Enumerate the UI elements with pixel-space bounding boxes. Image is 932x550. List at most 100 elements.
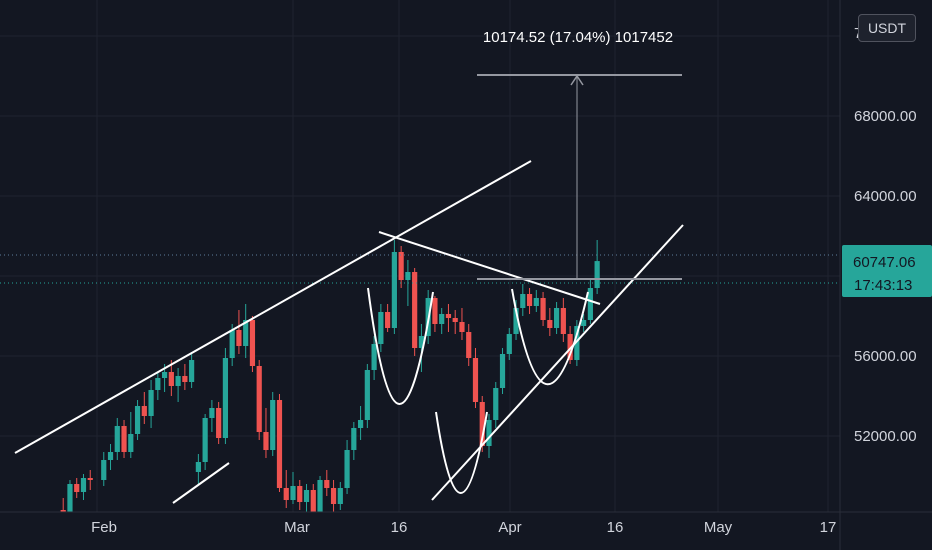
candle bbox=[553, 302, 560, 334]
candle bbox=[141, 392, 147, 424]
candle bbox=[209, 400, 215, 432]
candle-body bbox=[141, 406, 147, 416]
candle-body bbox=[303, 490, 310, 502]
candle bbox=[574, 320, 580, 366]
candle bbox=[148, 380, 154, 428]
candle-body bbox=[581, 320, 587, 326]
candle-body bbox=[587, 288, 593, 320]
candle-body bbox=[445, 314, 452, 318]
candle-body bbox=[371, 344, 377, 370]
candle bbox=[87, 470, 93, 490]
candle-body bbox=[195, 462, 201, 472]
time-tick-label: Apr bbox=[498, 519, 521, 536]
candle bbox=[263, 408, 269, 458]
candle-body bbox=[553, 308, 560, 328]
candle bbox=[195, 454, 201, 484]
candle-body bbox=[594, 261, 600, 288]
candle-body bbox=[67, 484, 73, 512]
candle bbox=[330, 480, 337, 512]
candle-body bbox=[283, 488, 289, 500]
candle bbox=[155, 372, 161, 400]
candle-body bbox=[222, 358, 229, 438]
currency-button[interactable]: USDT bbox=[858, 14, 916, 42]
candle-body bbox=[526, 294, 533, 306]
candle-body bbox=[249, 320, 256, 366]
last-price-label: 60747.06 17:43:13 bbox=[842, 245, 932, 297]
time-tick-label: 17 bbox=[820, 519, 837, 536]
candle bbox=[290, 472, 296, 504]
rising-channel-upper-line bbox=[14, 160, 532, 454]
candle bbox=[533, 290, 539, 312]
candle-body bbox=[243, 320, 249, 346]
candle-body bbox=[182, 376, 188, 382]
candle bbox=[249, 316, 256, 372]
candle-body bbox=[412, 272, 418, 348]
candle bbox=[324, 470, 330, 496]
price-labels: 60747.06 17:43:13 bbox=[842, 245, 932, 297]
candle-body bbox=[107, 452, 114, 460]
candle bbox=[101, 452, 107, 486]
candle-body bbox=[236, 330, 242, 346]
candle-body bbox=[418, 336, 425, 348]
time-tick-label: 16 bbox=[391, 519, 408, 536]
last-price-background bbox=[842, 245, 932, 297]
candle-body bbox=[128, 434, 134, 452]
candle-body bbox=[189, 360, 195, 382]
candle-body bbox=[452, 318, 458, 322]
candle bbox=[202, 414, 208, 470]
candle bbox=[398, 246, 404, 288]
candle-body bbox=[344, 450, 350, 488]
candle bbox=[452, 310, 458, 334]
candle-body bbox=[276, 400, 283, 488]
candle bbox=[107, 444, 114, 470]
candle bbox=[432, 296, 438, 332]
candle-body bbox=[229, 330, 235, 358]
candle-body bbox=[121, 426, 127, 452]
candle-body bbox=[202, 418, 208, 462]
candle-body bbox=[80, 478, 87, 492]
candle-body bbox=[560, 308, 566, 334]
candle bbox=[378, 304, 384, 352]
candle-body bbox=[479, 402, 485, 446]
last-price-value: 60747.06 bbox=[853, 254, 916, 271]
candle-body bbox=[499, 354, 506, 388]
candle bbox=[317, 476, 323, 512]
candle bbox=[547, 308, 553, 336]
candle-body bbox=[574, 326, 580, 360]
candle-body bbox=[547, 320, 553, 328]
candle-body bbox=[114, 426, 120, 452]
candle-body bbox=[432, 298, 438, 324]
candle bbox=[581, 314, 587, 332]
candle bbox=[270, 392, 276, 456]
candle-body bbox=[439, 314, 445, 324]
candle bbox=[371, 336, 377, 380]
time-tick-label: May bbox=[704, 519, 733, 536]
candle bbox=[526, 288, 533, 314]
candle-body bbox=[391, 252, 397, 328]
candle-body bbox=[263, 432, 269, 450]
candle bbox=[168, 360, 174, 396]
candle-body bbox=[209, 408, 215, 418]
countdown-timer: 17:43:13 bbox=[854, 277, 912, 294]
candle-body bbox=[486, 420, 492, 446]
drawings: 10174.52 (17.04%) 1017452 bbox=[0, 29, 840, 504]
candle bbox=[216, 402, 222, 444]
candle bbox=[466, 324, 472, 366]
candle bbox=[385, 304, 391, 332]
time-axis[interactable]: Feb Mar 16 Apr 16 May 17 bbox=[0, 511, 932, 536]
candle bbox=[67, 480, 73, 512]
candle bbox=[276, 394, 283, 492]
candle-body bbox=[357, 420, 364, 428]
candle bbox=[594, 240, 600, 294]
price-tick-label: 64000.00 bbox=[854, 188, 917, 205]
head-arc bbox=[435, 411, 488, 494]
candle-body bbox=[540, 298, 546, 320]
candle-body bbox=[60, 510, 66, 512]
candle-body bbox=[270, 400, 276, 450]
candle-body bbox=[533, 298, 539, 306]
candle-body bbox=[168, 372, 174, 386]
candle bbox=[540, 292, 546, 326]
candle bbox=[222, 348, 229, 444]
